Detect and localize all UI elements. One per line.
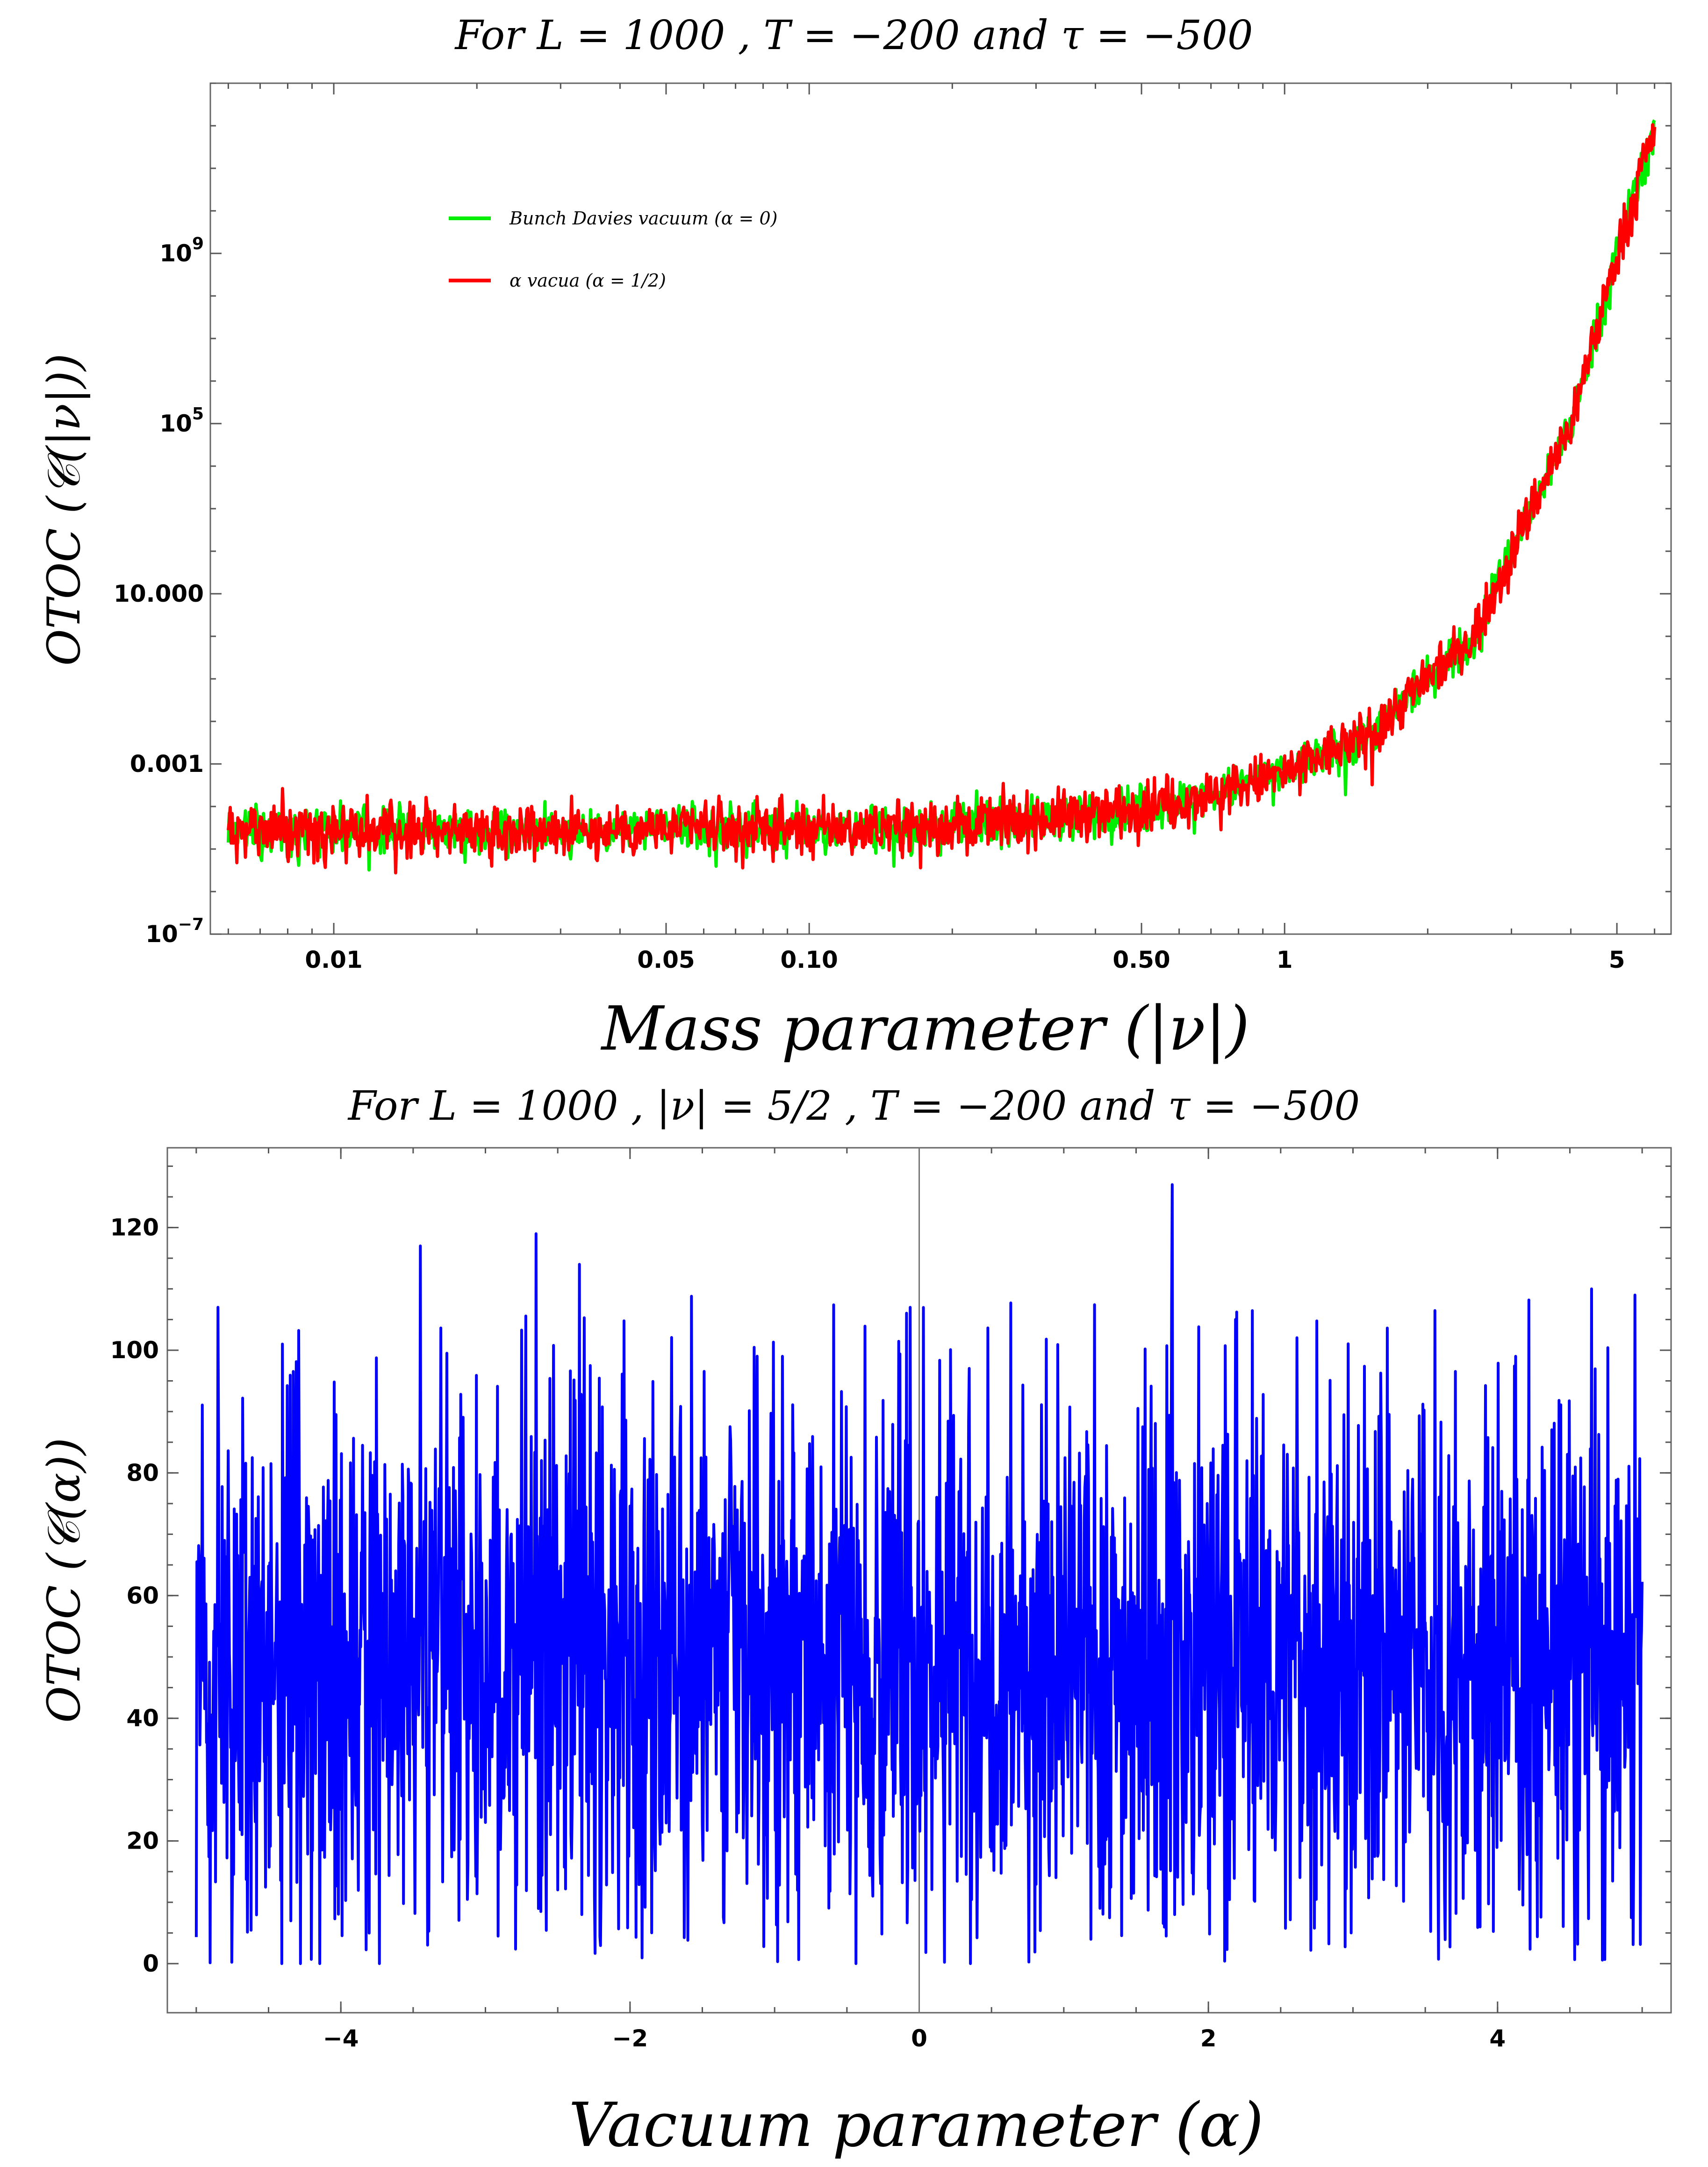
bottom-y-tick-label: 60 bbox=[126, 1582, 159, 1609]
top-y-tick-label: 0.001 bbox=[130, 750, 204, 778]
bottom-y-tick-label: 100 bbox=[110, 1337, 159, 1364]
top-y-tick-label: 10.000 bbox=[114, 580, 204, 607]
top-y-tick-exponent: 9 bbox=[192, 234, 204, 253]
bottom-y-tick-label: 120 bbox=[110, 1214, 159, 1241]
top-y-tick-label: 10−7 bbox=[145, 915, 204, 948]
top-x-tick-label: 0.05 bbox=[637, 946, 695, 973]
top-y-tick-exponent: 5 bbox=[192, 404, 204, 424]
top-y-tick-base: 10 bbox=[145, 921, 178, 948]
bottom-series-line bbox=[194, 1183, 1644, 1965]
bottom-x-ticks: −4 −2 0 2 4 bbox=[195, 1148, 1643, 2052]
bottom-chart: For L = 1000 , |ν| = 5/2 , T = −200 and … bbox=[38, 1083, 1672, 2160]
bottom-x-tick-label: 0 bbox=[911, 2025, 927, 2052]
top-x-tick-label: 1 bbox=[1277, 946, 1293, 973]
top-series-line-bunch-davies bbox=[226, 119, 1656, 872]
bottom-chart-title: For L = 1000 , |ν| = 5/2 , T = −200 and … bbox=[347, 1083, 1360, 1130]
top-y-tick-label: 105 bbox=[159, 404, 204, 437]
top-y-tick-base: 10 bbox=[159, 410, 192, 437]
top-x-tick-label: 0.10 bbox=[780, 946, 838, 973]
top-x-axis-label: Mass parameter (|ν|) bbox=[601, 993, 1250, 1064]
top-x-tick-label: 0.01 bbox=[305, 946, 362, 973]
bottom-x-tick-label: −4 bbox=[323, 2025, 359, 2052]
top-y-tick-label: 109 bbox=[159, 234, 204, 267]
top-y-tick-base: 10 bbox=[159, 240, 192, 267]
top-series-group bbox=[226, 119, 1657, 875]
bottom-x-axis-label: Vacuum parameter (α) bbox=[569, 2089, 1264, 2160]
bottom-y-tick-label: 20 bbox=[126, 1828, 159, 1855]
bottom-y-tick-label: 0 bbox=[143, 1950, 159, 1977]
bottom-x-tick-label: 4 bbox=[1489, 2025, 1506, 2052]
top-x-ticks: 0.01 0.05 0.10 0.50 1 5 bbox=[227, 83, 1656, 973]
bottom-x-tick-label: −2 bbox=[612, 2025, 648, 2052]
top-plot-frame bbox=[209, 82, 1672, 935]
top-x-tick-label: 5 bbox=[1609, 946, 1625, 973]
legend-label-bunch-davies: Bunch Davies vacuum (α = 0) bbox=[509, 208, 777, 229]
top-y-axis-label: OTOC (𝒞(|ν|)) bbox=[38, 353, 90, 666]
top-legend: Bunch Davies vacuum (α = 0) α vacua (α =… bbox=[449, 208, 777, 291]
top-x-tick-label: 0.50 bbox=[1112, 946, 1170, 973]
legend-label-alpha-vacua: α vacua (α = 1/2) bbox=[510, 270, 666, 291]
bottom-y-tick-label: 80 bbox=[126, 1459, 159, 1486]
bottom-x-tick-label: 2 bbox=[1200, 2025, 1217, 2052]
bottom-series-group bbox=[194, 1183, 1644, 1965]
bottom-y-ticks: 0 20 40 60 80 100 120 bbox=[110, 1165, 1671, 1977]
top-series-line-alpha-vacua bbox=[226, 123, 1657, 875]
top-y-tick-exponent: −7 bbox=[178, 915, 204, 934]
bottom-y-axis-label: OTOC (𝒞(α)) bbox=[38, 1438, 90, 1723]
top-chart-title: For L = 1000 , T = −200 and τ = −500 bbox=[454, 12, 1253, 59]
bottom-y-tick-label: 40 bbox=[126, 1705, 159, 1732]
top-chart: For L = 1000 , T = −200 and τ = −500 0.0… bbox=[38, 12, 1672, 1064]
